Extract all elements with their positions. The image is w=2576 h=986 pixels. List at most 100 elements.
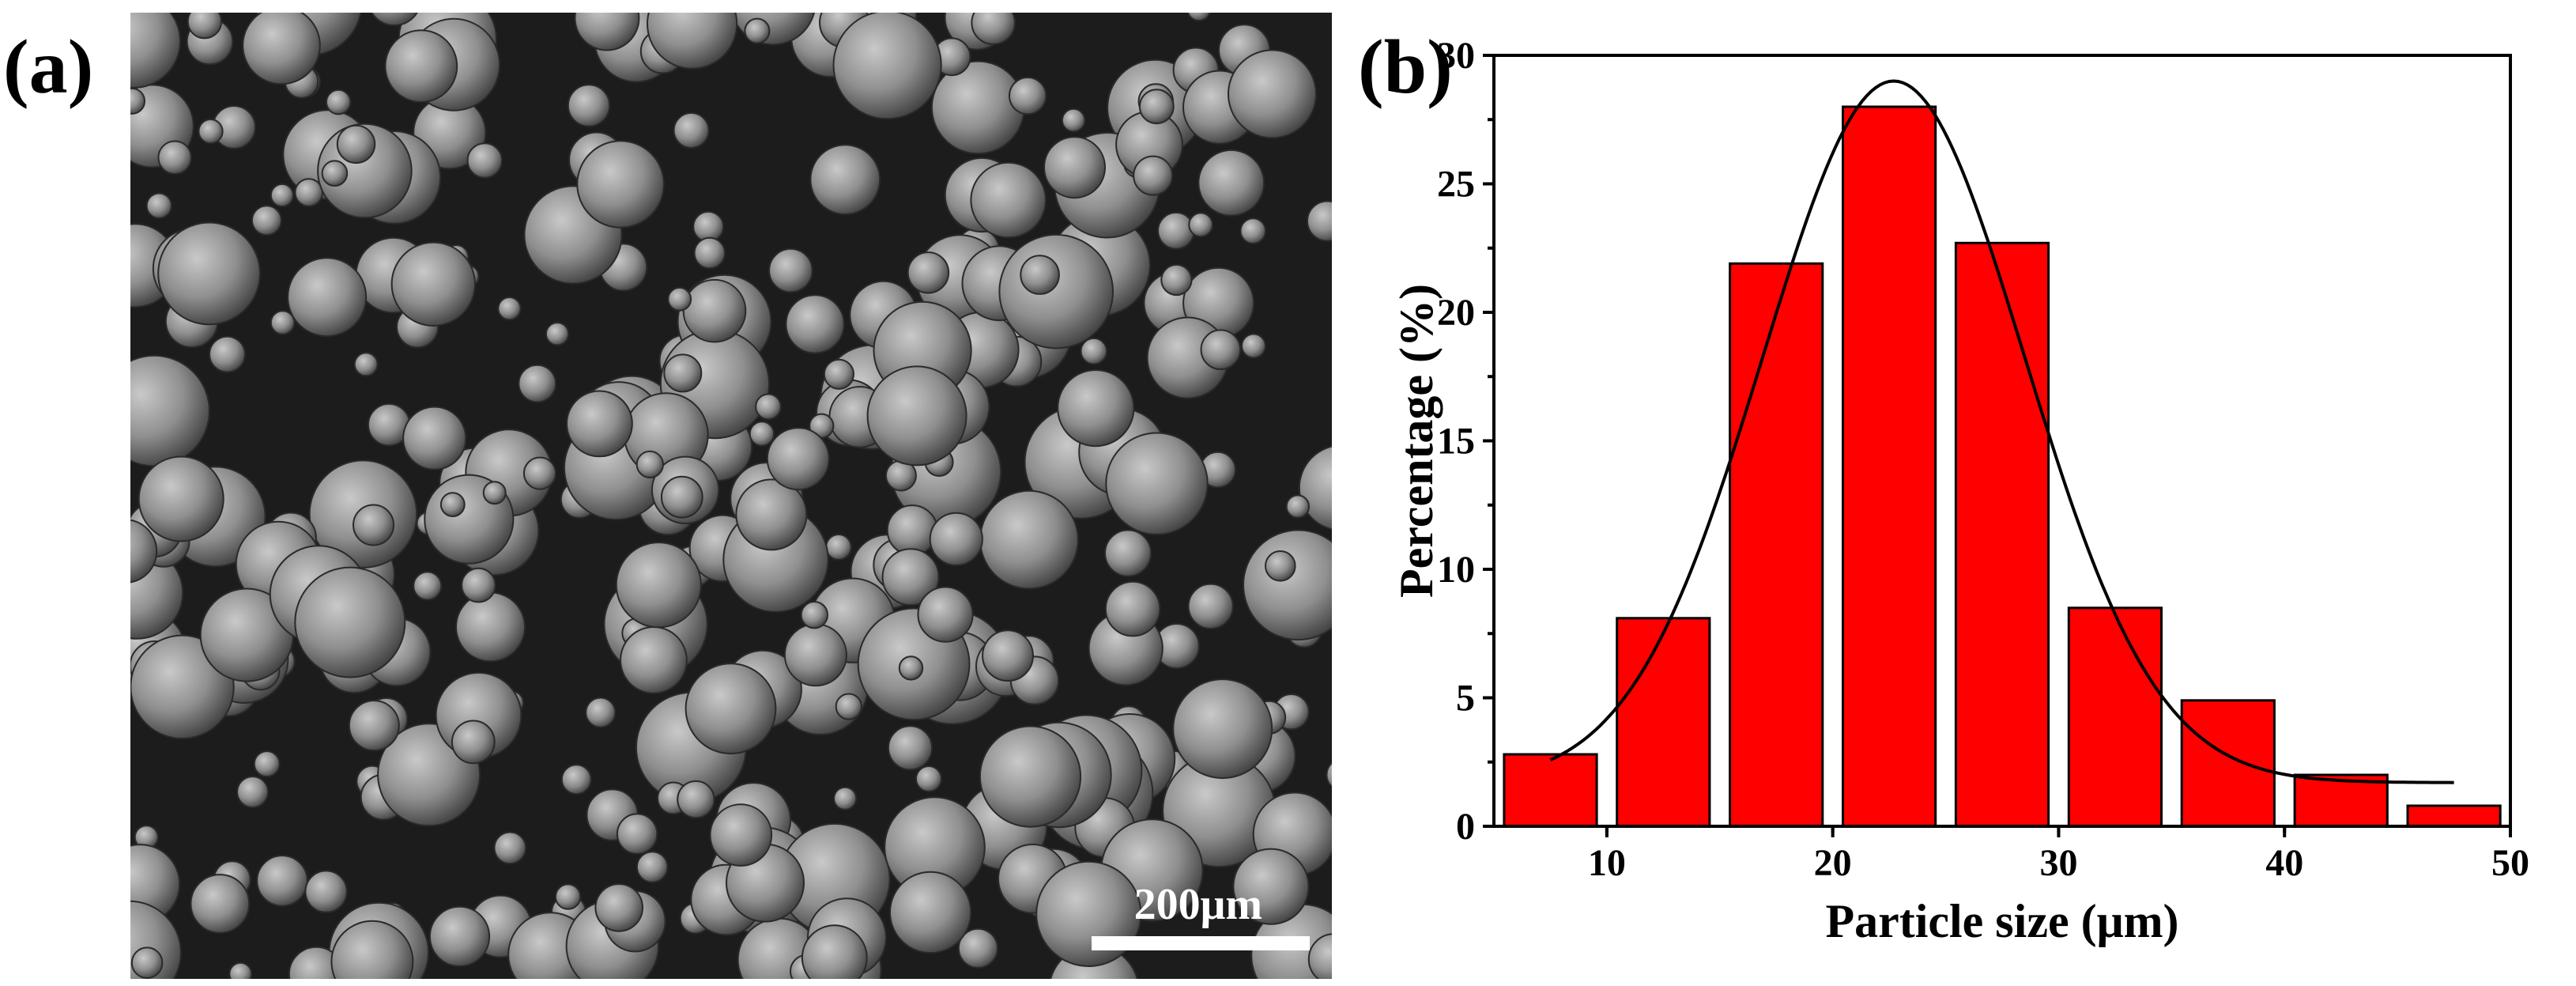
powder-particle — [130, 946, 164, 979]
powder-particle — [647, 13, 738, 70]
powder-particle — [636, 450, 664, 479]
powder-particle — [766, 427, 830, 491]
powder-particle — [567, 84, 611, 127]
powder-particle — [982, 629, 1034, 682]
powder-particle — [330, 920, 414, 979]
powder-particle — [620, 626, 688, 694]
powder-particle — [294, 566, 406, 678]
powder-particle — [682, 278, 747, 343]
powder-particle — [744, 17, 771, 44]
powder-particle — [251, 205, 282, 236]
powder-particle — [566, 390, 633, 458]
powder-particle — [783, 623, 847, 687]
powder-particle — [187, 13, 223, 40]
powder-particle — [832, 13, 942, 120]
powder-particle — [785, 294, 845, 354]
powder-particle — [353, 352, 379, 377]
y-tick-label: 5 — [1456, 678, 1475, 720]
powder-particle — [242, 13, 321, 85]
powder-particle — [930, 60, 1025, 155]
powder-particle — [294, 178, 323, 207]
x-axis-title: Particle size (μm) — [1825, 895, 2178, 947]
x-tick-label: 50 — [2491, 842, 2529, 884]
powder-particle — [1326, 761, 1332, 788]
histogram-bar — [1729, 262, 1824, 828]
powder-particle — [673, 111, 710, 149]
powder-particle — [1241, 333, 1266, 359]
powder-particle — [768, 247, 813, 293]
powder-particle — [145, 192, 172, 219]
powder-particle — [482, 481, 507, 505]
powder-particle — [823, 358, 855, 390]
sem-micrograph: 200μm — [130, 13, 1332, 979]
powder-particle — [1035, 860, 1142, 968]
powder-particle — [455, 591, 526, 663]
powder-particle — [800, 601, 828, 629]
scale-bar-label: 200μm — [1133, 880, 1262, 929]
powder-particle — [518, 364, 557, 403]
powder-particle — [898, 655, 924, 681]
powder-particle — [576, 140, 665, 229]
powder-particle — [287, 257, 368, 338]
powder-particle — [1285, 494, 1311, 519]
powder-particles — [130, 13, 1332, 979]
powder-particle — [887, 725, 933, 771]
powder-particle — [451, 720, 496, 765]
powder-particle — [493, 831, 527, 865]
powder-particle — [1186, 13, 1211, 22]
powder-particle — [735, 478, 808, 551]
powder-particle — [1200, 329, 1242, 371]
powder-particle — [522, 456, 557, 490]
x-tick-label: 10 — [1588, 842, 1626, 884]
panel-b-label: (b) — [1358, 25, 1453, 110]
powder-particle — [866, 365, 967, 467]
powder-particle — [198, 119, 224, 145]
y-axis-title: Percentage (%) — [1390, 284, 1443, 598]
panel-a-label: (a) — [3, 25, 94, 110]
powder-particle — [1020, 255, 1060, 295]
powder-particle — [1061, 108, 1086, 133]
powder-particle — [663, 353, 703, 393]
powder-particle — [881, 548, 940, 606]
powder-particle — [809, 144, 881, 216]
y-tick-label: 0 — [1456, 806, 1475, 848]
powder-particle — [384, 29, 458, 104]
x-tick-label: 40 — [2265, 842, 2303, 884]
powder-particle — [1172, 678, 1273, 780]
powder-particle — [833, 786, 858, 810]
powder-particle — [428, 905, 491, 968]
powder-particle — [157, 140, 192, 176]
powder-particle — [1160, 263, 1193, 297]
powder-particle — [1187, 583, 1234, 629]
powder-particle — [585, 697, 617, 728]
powder-particle — [209, 335, 246, 373]
powder-particle — [755, 393, 782, 421]
powder-particle — [1197, 149, 1265, 217]
powder-particle — [929, 512, 983, 566]
powder-particle — [615, 542, 702, 629]
powder-particle — [1009, 77, 1047, 115]
powder-particle — [157, 221, 261, 326]
powder-particle — [1228, 49, 1317, 139]
powder-particle — [130, 354, 210, 467]
x-tick-label: 30 — [2039, 842, 2077, 884]
powder-particle — [236, 776, 270, 809]
powder-particle — [190, 874, 251, 934]
powder-particle — [353, 504, 394, 546]
powder-particle — [957, 927, 999, 969]
bars-layer — [1503, 105, 2502, 828]
powder-particle — [228, 961, 253, 979]
x-tick-label: 20 — [1814, 842, 1852, 884]
powder-particle — [693, 236, 726, 270]
powder-particle — [915, 765, 942, 792]
histogram-bar — [1954, 241, 2050, 828]
powder-particle — [1307, 200, 1332, 242]
powder-particle — [1080, 337, 1108, 365]
powder-particle — [970, 161, 1047, 239]
powder-particle — [545, 322, 570, 346]
powder-particle — [371, 13, 418, 26]
powder-particle — [1188, 212, 1214, 238]
powder-particle — [1133, 155, 1174, 196]
axis-ticks: 10 20 30 40 50 0 5 10 15 20 25 30 — [1437, 35, 2529, 884]
y-tick-label: 15 — [1437, 421, 1475, 463]
